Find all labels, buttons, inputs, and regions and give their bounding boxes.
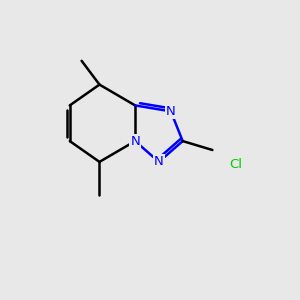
Text: Cl: Cl bbox=[230, 158, 243, 171]
Text: N: N bbox=[154, 155, 164, 168]
Text: N: N bbox=[130, 135, 140, 148]
Text: N: N bbox=[166, 105, 176, 118]
